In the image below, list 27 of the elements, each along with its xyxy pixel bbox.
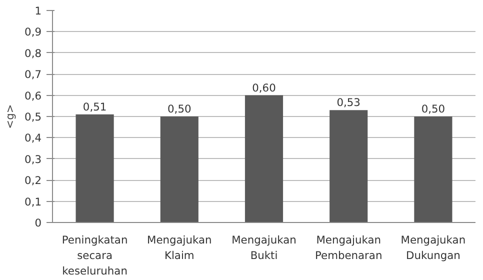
- y-tick-label: 1: [34, 4, 42, 18]
- y-tick-label: 0,8: [24, 46, 42, 60]
- data-label: 0,60: [252, 81, 276, 94]
- x-tick-label: Mengajukan Klaim: [147, 234, 212, 262]
- bar: [160, 116, 198, 222]
- data-label: 0,50: [168, 102, 192, 116]
- data-label: 0,51: [82, 100, 107, 114]
- y-tick-label: 0,1: [24, 195, 42, 208]
- y-tick-label: 0,7: [24, 68, 42, 82]
- x-tick-label: Mengajukan Dukungan: [400, 234, 466, 262]
- x-tick-label: Mengajukan Bukti: [232, 234, 296, 262]
- bar: [244, 95, 284, 222]
- x-tick-label: Peningkatan secara keseluruhan: [62, 234, 128, 278]
- y-tick-label: 0,3: [24, 152, 42, 166]
- y-tick-label: 0,6: [24, 89, 42, 102]
- y-tick-label: 0,4: [24, 132, 42, 145]
- y-axis-title: <g>: [4, 104, 17, 129]
- y-tick-label: 0: [34, 216, 42, 230]
- bar: [76, 114, 114, 222]
- y-tick-label: 0,9: [24, 26, 42, 39]
- data-label: 0,50: [421, 102, 446, 116]
- x-tick-label: Mengajukan Pembenaran: [314, 234, 382, 262]
- y-tick-label: 0,5: [24, 110, 42, 124]
- data-label: 0,53: [336, 96, 360, 110]
- y-tick-label: 0,2: [24, 174, 42, 188]
- bar: [330, 110, 368, 222]
- bar: [414, 116, 452, 222]
